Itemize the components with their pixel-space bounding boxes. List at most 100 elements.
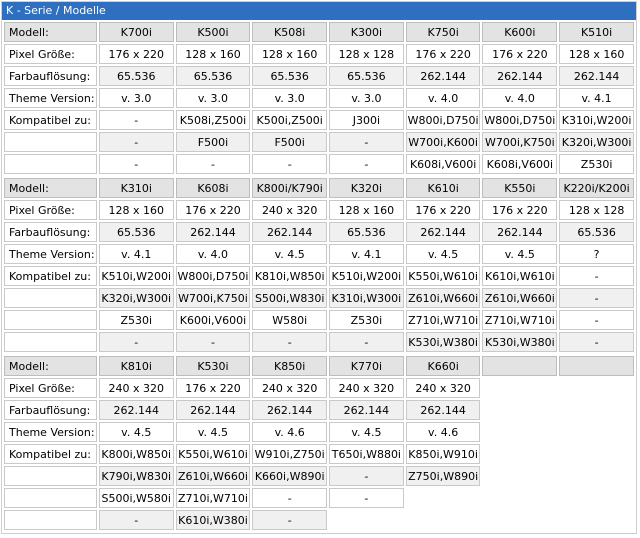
- theme-value: v. 4.5: [405, 244, 481, 264]
- row-label-pixel: Pixel Größe:: [4, 44, 97, 64]
- compat-value: K500i,Z500i: [252, 110, 328, 130]
- table-row: Pixel Größe: 128 x 160 176 x 220 240 x 320 1…: [4, 200, 634, 220]
- blank-cell: [406, 488, 481, 508]
- compat-value: -: [98, 510, 174, 530]
- compat-value: Z610i,W660i: [175, 466, 251, 486]
- row-label-empty: [4, 310, 97, 330]
- pixel-value: 128 x 160: [252, 44, 328, 64]
- compat-value: S500i,W580i: [98, 488, 174, 508]
- theme-value: v. 4.6: [252, 422, 328, 442]
- model-name: K300i: [329, 22, 404, 42]
- model-name: K608i: [175, 178, 251, 198]
- compat-value: K608i,V600i: [482, 154, 558, 174]
- pixel-value: 240 x 320: [98, 378, 174, 398]
- table-row: Z530i K600i,V600i W580i Z530i Z710i,W710i Z71…: [4, 310, 634, 330]
- compat-value: S500i,W830i: [252, 288, 328, 308]
- compat-value: K508i,Z500i: [175, 110, 251, 130]
- pixel-value: 176 x 220: [175, 378, 251, 398]
- compat-value: K660i,W890i: [252, 466, 328, 486]
- theme-value: ?: [559, 244, 634, 264]
- model-name: K220i/K200i: [559, 178, 634, 198]
- row-label-color: Farbauflösung:: [4, 400, 97, 420]
- empty-cell: [482, 356, 558, 376]
- pixel-value: 128 x 160: [98, 200, 174, 220]
- model-name: K500i: [175, 22, 251, 42]
- compat-value: F500i: [175, 132, 251, 152]
- model-sections: Modell: K700i K500i K508i K300i K750i K600i K51…: [2, 20, 636, 532]
- theme-value: v. 4.5: [175, 422, 251, 442]
- compat-value: Z610i,W660i: [405, 288, 481, 308]
- model-name: K700i: [98, 22, 174, 42]
- pixel-value: 240 x 320: [329, 378, 404, 398]
- color-value: 65.536: [329, 222, 404, 242]
- compat-value: Z710i,W710i: [405, 310, 481, 330]
- color-value: 262.144: [252, 222, 328, 242]
- pixel-value: 240 x 320: [252, 200, 328, 220]
- compat-value: K610i,W610i: [482, 266, 558, 286]
- compat-value: Z610i,W660i: [482, 288, 558, 308]
- theme-value: v. 4.5: [98, 422, 174, 442]
- model-name: K600i: [482, 22, 558, 42]
- table-header-row: Modell: K810i K530i K850i K770i K660i: [4, 356, 634, 376]
- blank-cell: [559, 488, 634, 508]
- row-label-model: Modell:: [4, 356, 97, 376]
- table-row: Farbauflösung: 65.536 262.144 262.144 65.536…: [4, 222, 634, 242]
- blank-cell: [559, 422, 634, 442]
- row-label-empty: [4, 288, 97, 308]
- color-value: 262.144: [175, 400, 251, 420]
- compat-value: -: [252, 332, 328, 352]
- compat-value: Z750i,W890i: [405, 466, 481, 486]
- pixel-value: 128 x 160: [329, 200, 404, 220]
- compat-value: K800i,W850i: [98, 444, 174, 464]
- theme-value: v. 4.1: [98, 244, 174, 264]
- color-value: 262.144: [482, 222, 558, 242]
- compat-value: -: [98, 332, 174, 352]
- pixel-value: 176 x 220: [482, 200, 558, 220]
- row-label-compat: Kompatibel zu:: [4, 110, 97, 130]
- pixel-value: 176 x 220: [482, 44, 558, 64]
- blank-cell: [482, 400, 557, 420]
- compat-value: Z710i,W710i: [175, 488, 251, 508]
- blank-cell: [559, 378, 634, 398]
- compat-value: -: [175, 154, 251, 174]
- theme-value: v. 4.1: [559, 88, 634, 108]
- blank-cell: [559, 400, 634, 420]
- table-row: - F500i F500i - W700i,K600i W700i,K750i K320i,…: [4, 132, 634, 152]
- compat-value: K810i,W850i: [252, 266, 328, 286]
- compat-value: K790i,W830i: [98, 466, 174, 486]
- model-name: K750i: [405, 22, 481, 42]
- compat-value: K610i,W380i: [175, 510, 251, 530]
- compat-value: K608i,V600i: [405, 154, 481, 174]
- compat-value: J300i: [329, 110, 404, 130]
- theme-value: v. 4.5: [482, 244, 558, 264]
- row-label-theme: Theme Version:: [4, 244, 97, 264]
- table-row: Pixel Größe: 176 x 220 128 x 160 128 x 160 1…: [4, 44, 634, 64]
- color-value: 262.144: [405, 400, 481, 420]
- compat-value: T650i,W880i: [329, 444, 404, 464]
- compat-value: Z530i: [559, 154, 634, 174]
- compat-value: -: [559, 288, 634, 308]
- row-label-empty: [4, 332, 97, 352]
- compat-value: K310i,W200i: [559, 110, 634, 130]
- blank-cell: [329, 510, 404, 530]
- compat-value: K320i,W300i: [98, 288, 174, 308]
- model-name: K510i: [559, 22, 634, 42]
- compat-value: Z710i,W710i: [482, 310, 558, 330]
- compat-value: -: [559, 332, 634, 352]
- row-label-compat: Kompatibel zu:: [4, 266, 97, 286]
- compat-value: K510i,W200i: [98, 266, 174, 286]
- blank-cell: [559, 466, 634, 486]
- compat-value: K510i,W200i: [329, 266, 404, 286]
- model-name: K310i: [98, 178, 174, 198]
- empty-cell: [559, 356, 634, 376]
- blank-cell: [482, 422, 557, 442]
- table-row: Farbauflösung: 262.144 262.144 262.144 262.1…: [4, 400, 634, 420]
- model-name: K550i: [482, 178, 558, 198]
- theme-value: v. 3.0: [175, 88, 251, 108]
- table-row: Kompatibel zu: K800i,W850i K550i,W610i W910…: [4, 444, 634, 464]
- table-row: - - - - K608i,V600i K608i,V600i Z530i: [4, 154, 634, 174]
- color-value: 262.144: [175, 222, 251, 242]
- table-row: Theme Version: v. 4.1 v. 4.0 v. 4.5 v. 4.1 v.…: [4, 244, 634, 264]
- theme-value: v. 4.0: [405, 88, 481, 108]
- color-value: 262.144: [329, 400, 404, 420]
